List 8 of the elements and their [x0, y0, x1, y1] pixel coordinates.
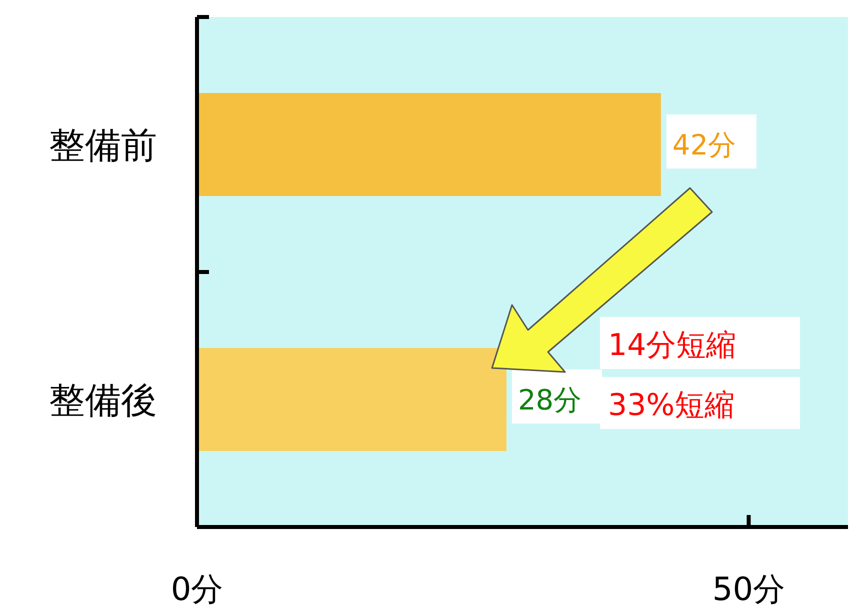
x-tick-label: 50分	[712, 570, 786, 608]
y-tick-label: 整備前	[49, 126, 157, 166]
y-tick-label: 整備後	[49, 380, 157, 422]
data-label: 42分	[672, 128, 736, 162]
annotation: 14分短縮	[608, 328, 736, 363]
annotation: 33%短縮	[608, 388, 735, 423]
x-tick-label: 0分	[170, 570, 224, 608]
data-label: 28分	[518, 384, 582, 416]
